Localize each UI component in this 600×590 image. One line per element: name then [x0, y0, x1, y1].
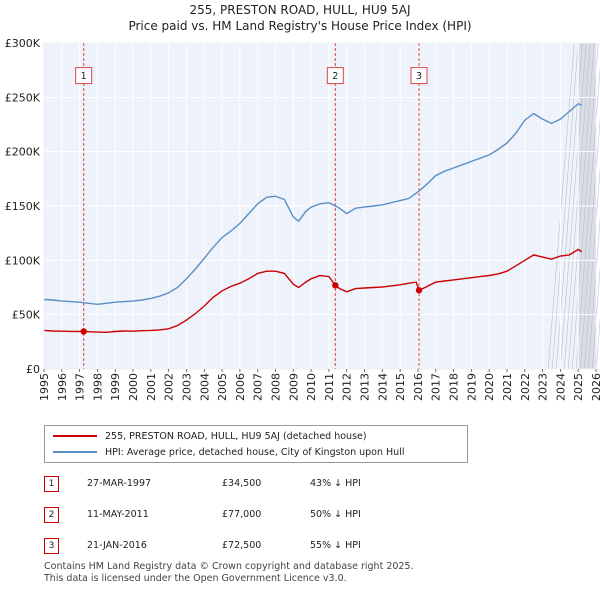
- y-tick-label: £150K: [5, 200, 41, 213]
- x-tick-label: 1995: [38, 373, 51, 401]
- y-tick-label: £50K: [12, 309, 41, 322]
- x-tick-label: 2020: [483, 373, 496, 401]
- chart-subtitle: Price paid vs. HM Land Registry's House …: [128, 19, 472, 33]
- x-tick-label: 2011: [323, 373, 336, 401]
- footer-copyright: Contains HM Land Registry data © Crown c…: [44, 561, 414, 572]
- sale-label-box: [410, 67, 428, 85]
- legend: 255, PRESTON ROAD, HULL, HU9 5AJ (detach…: [44, 425, 468, 463]
- y-tick-label: £300K: [5, 37, 41, 50]
- legend-hpi-label: HPI: Average price, detached house, City…: [105, 446, 405, 458]
- x-tick-label: 2004: [198, 373, 211, 401]
- x-tick-label: 2026: [590, 373, 600, 401]
- x-tick-label: 2013: [359, 373, 372, 401]
- sale-label: 1: [81, 71, 87, 82]
- transaction-number: 2: [44, 507, 59, 523]
- transaction-date: 27-MAR-1997: [87, 478, 152, 489]
- transaction-date: 21-JAN-2016: [87, 540, 147, 551]
- x-tick-label: 2023: [537, 373, 550, 401]
- plot-frame: [43, 42, 597, 370]
- x-tick-label: 1996: [56, 373, 69, 401]
- x-tick-label: 2000: [127, 373, 140, 401]
- y-tick-label: £0: [26, 363, 40, 376]
- x-tick-label: 2006: [234, 373, 247, 401]
- x-tick-label: 2014: [376, 373, 389, 401]
- transaction-number: 1: [44, 476, 59, 492]
- legend-property-line: [53, 435, 97, 437]
- transaction-row: 2 11-MAY-2011 £77,000 50% ↓ HPI: [44, 505, 484, 525]
- transaction-number: 3: [44, 538, 59, 554]
- sale-label: 3: [416, 71, 422, 82]
- x-tick-label: 2005: [216, 373, 229, 401]
- x-tick-label: 2010: [305, 373, 318, 401]
- x-tick-label: 2002: [163, 373, 176, 401]
- footer-licence: This data is licensed under the Open Gov…: [44, 573, 347, 584]
- series-line: [43, 103, 582, 306]
- x-tick-label: 2007: [252, 373, 265, 401]
- legend-property-label: 255, PRESTON ROAD, HULL, HU9 5AJ (detach…: [105, 430, 367, 442]
- x-tick-label: 2015: [394, 373, 407, 401]
- x-tick-label: 2022: [519, 373, 532, 401]
- y-tick-label: £100K: [5, 254, 41, 267]
- series-line: [43, 248, 583, 334]
- transaction-hpi: 43% ↓ HPI: [310, 478, 361, 489]
- sale-label-box: [75, 67, 93, 85]
- transaction-hpi: 55% ↓ HPI: [310, 540, 361, 551]
- x-tick-label: 2018: [448, 373, 461, 401]
- x-tick-label: 2024: [554, 373, 567, 401]
- transaction-hpi: 50% ↓ HPI: [310, 509, 361, 520]
- sale-point: [80, 328, 87, 335]
- x-tick-label: 2001: [145, 373, 158, 401]
- y-tick-label: £200K: [5, 146, 41, 159]
- y-tick-label: £250K: [5, 91, 41, 104]
- hatch-line: [591, 267, 600, 370]
- x-tick-label: 2021: [501, 373, 514, 401]
- x-tick-label: 2003: [180, 373, 193, 401]
- x-tick-label: 2009: [287, 373, 300, 401]
- x-tick-label: 1997: [74, 373, 87, 401]
- price-chart: 1 2 3 £0 £50K £100K £150K £200K £250K £300K 1995 19…: [5, 37, 600, 401]
- legend-item-property: 255, PRESTON ROAD, HULL, HU9 5AJ (detach…: [53, 428, 367, 444]
- transaction-row: 1 27-MAR-1997 £34,500 43% ↓ HPI: [44, 474, 484, 494]
- sale-label: 2: [332, 71, 338, 82]
- x-tick-label: 2012: [341, 373, 354, 401]
- x-tick-label: 2008: [269, 373, 282, 401]
- x-tick-label: 2025: [572, 373, 585, 401]
- sale-point: [332, 282, 339, 289]
- transaction-row: 3 21-JAN-2016 £72,500 55% ↓ HPI: [44, 536, 484, 556]
- transaction-date: 11-MAY-2011: [87, 509, 149, 520]
- chart-title: 255, PRESTON ROAD, HULL, HU9 5AJ: [189, 3, 411, 17]
- transaction-price: £34,500: [222, 478, 262, 489]
- legend-hpi-line: [53, 451, 97, 453]
- x-tick-label: 1999: [109, 373, 122, 401]
- x-tick-label: 2016: [412, 373, 425, 401]
- x-tick-label: 2017: [430, 373, 443, 401]
- transaction-price: £77,000: [222, 509, 262, 520]
- x-tick-label: 1998: [91, 373, 104, 401]
- legend-item-hpi: HPI: Average price, detached house, City…: [53, 444, 404, 460]
- x-tick-label: 2019: [465, 373, 478, 401]
- transaction-price: £72,500: [222, 540, 262, 551]
- sale-label-box: [326, 67, 344, 85]
- sale-point: [415, 287, 423, 294]
